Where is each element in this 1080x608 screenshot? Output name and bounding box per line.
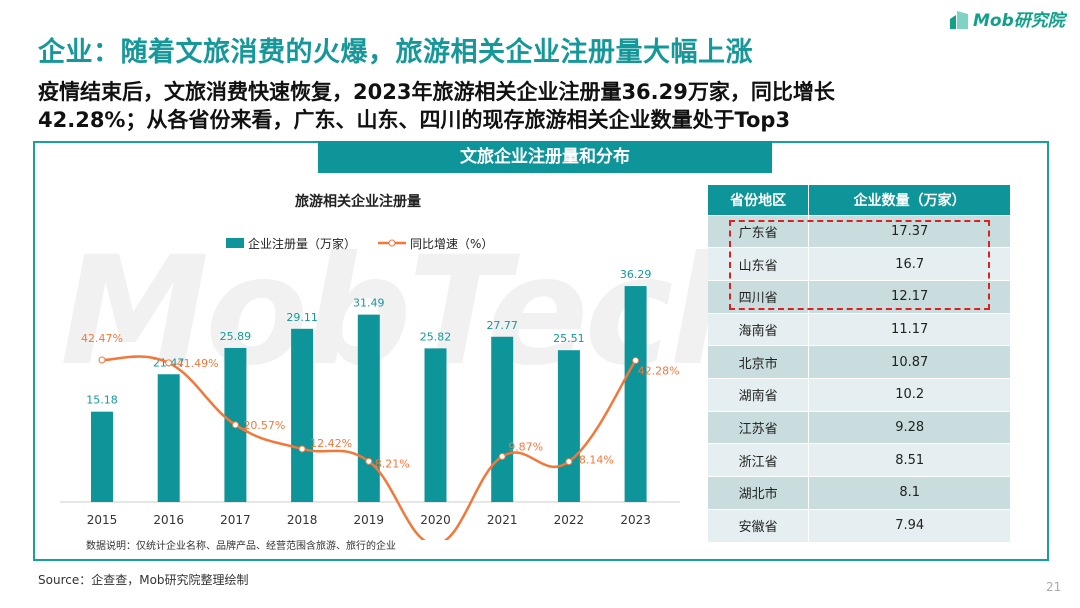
cell-province: 湖南省	[708, 377, 810, 412]
cell-province: 浙江省	[708, 443, 810, 477]
x-tick-label: 2020	[420, 513, 451, 527]
logo-building-icon	[950, 10, 968, 29]
bar	[91, 411, 113, 502]
cell-count: 12.17	[808, 279, 1011, 314]
cell-count: 8.1	[808, 476, 1011, 510]
x-tick-label: 2023	[620, 513, 651, 527]
line-point	[298, 445, 306, 453]
x-tick-label: 2021	[487, 513, 518, 527]
line-label: 8.21%	[375, 457, 410, 470]
table-row: 浙江省 8.51	[708, 443, 1011, 477]
line-point	[98, 356, 106, 364]
line-label: 41.49%	[177, 357, 219, 370]
cell-count: 11.17	[808, 312, 1011, 346]
legend-bar-swatch	[226, 238, 244, 248]
line-point	[498, 452, 506, 460]
x-tick-label: 2016	[153, 513, 184, 527]
header-count: 企业数量（万家）	[808, 185, 1011, 215]
table-row: 四川省 12.17	[708, 279, 1011, 314]
cell-count: 8.51	[808, 443, 1011, 477]
header-province: 省份地区	[708, 185, 810, 215]
line-point	[231, 421, 239, 429]
bar-label: 31.49	[353, 297, 385, 310]
page-title: 企业：随着文旅消费的火爆，旅游相关企业注册量大幅上涨	[38, 37, 753, 68]
table-row: 海南省 11.17	[708, 312, 1011, 346]
data-note: 数据说明：仅统计企业名称、品牌产品、经营范围含旅游、旅行的企业	[86, 541, 396, 552]
line-point	[632, 357, 640, 365]
line-label: 42.47%	[81, 332, 123, 345]
x-tick-label: 2022	[554, 513, 585, 527]
table-row: 安徽省 7.94	[708, 508, 1011, 542]
bar	[424, 348, 447, 502]
table-row: 北京市 10.87	[708, 345, 1011, 379]
x-tick-label: 2017	[220, 513, 251, 527]
line-point	[165, 359, 173, 367]
bar	[157, 374, 180, 502]
bar-label: 25.51	[553, 332, 585, 345]
cell-province: 湖北市	[708, 476, 810, 510]
cell-province: 海南省	[708, 312, 810, 346]
source-note: Source：企查查，Mob研究院整理绘制	[38, 573, 249, 587]
cell-count: 10.87	[808, 345, 1011, 379]
subtitle-line-2: 42.28%；从各省份来看，广东、山东、四川的现存旅游相关企业数量处于Top3	[38, 108, 791, 132]
cell-province: 江苏省	[708, 410, 810, 444]
bar	[624, 286, 647, 502]
x-tick-label: 2019	[354, 513, 385, 527]
legend-bar-label: 企业注册量（万家）	[248, 236, 356, 251]
cell-count: 7.94	[808, 508, 1011, 542]
line-label: 42.28%	[638, 365, 680, 378]
bar	[291, 328, 314, 502]
legend-line-marker	[388, 239, 396, 247]
bar-label: 36.29	[620, 268, 652, 281]
province-table: 省份地区 企业数量（万家） 广东省 17.37 山东省 16.7 四川省 12.17 海南省…	[708, 185, 1011, 542]
growth-line	[101, 355, 637, 540]
cell-province: 四川省	[708, 279, 810, 314]
table-row: 山东省 16.7	[708, 247, 1011, 281]
cell-count: 16.7	[808, 247, 1011, 281]
bar-label: 25.89	[220, 330, 252, 343]
bar-label: 25.82	[420, 330, 452, 343]
line-label: 9.87%	[508, 440, 543, 453]
bar	[557, 350, 580, 502]
cell-province: 山东省	[708, 247, 810, 281]
x-tick-label: 2018	[287, 513, 318, 527]
logo-text: Mob研究院	[973, 11, 1065, 31]
table-row: 湖北市 8.1	[708, 476, 1011, 510]
logo: Mob研究院	[948, 6, 1065, 31]
bar	[357, 314, 380, 502]
page-number: 21	[1046, 580, 1062, 594]
cell-count: 9.28	[808, 410, 1011, 444]
legend-line-label: 同比增速（%）	[410, 237, 493, 251]
line-point	[365, 457, 373, 465]
x-tick-label: 2015	[87, 513, 118, 527]
bar-label: 15.18	[86, 394, 118, 407]
line-label: 12.42%	[310, 437, 352, 450]
cell-province: 北京市	[708, 345, 810, 379]
bar-label: 27.77	[486, 319, 518, 332]
cell-province: 安徽省	[708, 508, 810, 542]
chart-title: 旅游相关企业注册量	[295, 193, 421, 210]
panel-banner: 文旅企业注册量和分布	[318, 141, 772, 173]
subtitle-line-1: 疫情结束后，文旅消费快速恢复，2023年旅游相关企业注册量36.29万家，同比增…	[38, 80, 835, 104]
bar	[491, 336, 514, 502]
line-point	[565, 458, 573, 466]
cell-count: 10.2	[808, 377, 1011, 412]
bar-label: 29.11	[286, 311, 318, 324]
table-row: 江苏省 9.28	[708, 410, 1011, 444]
line-label: 20.57%	[243, 419, 285, 432]
table-row: 湖南省 10.2	[708, 377, 1011, 412]
top3-highlight-box	[729, 220, 990, 310]
line-label: -19.75%	[442, 538, 488, 540]
line-label: 8.14%	[579, 454, 614, 467]
